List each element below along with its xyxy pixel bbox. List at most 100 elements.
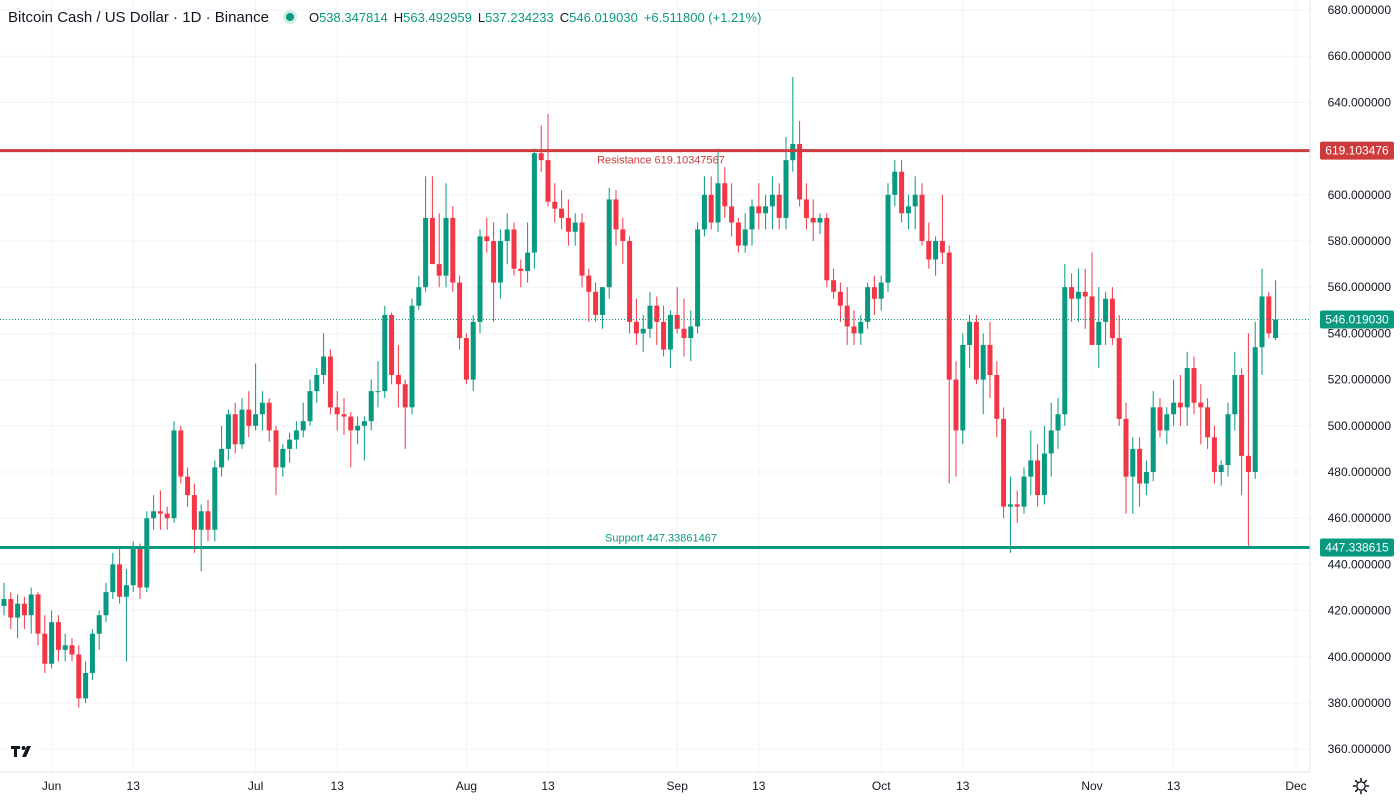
candle-body [21, 603, 27, 616]
candle-body [1007, 504, 1013, 507]
candle-body [518, 268, 524, 272]
time-tick-label: Nov [1081, 779, 1102, 793]
candle-body [178, 430, 184, 477]
candle-body [858, 321, 864, 334]
candle-body [450, 217, 456, 283]
gear-icon[interactable] [1352, 777, 1370, 795]
candle-body [321, 356, 327, 375]
candle-body [225, 414, 231, 449]
candle-body [967, 321, 973, 345]
price-tick-label: 520.000000 [1328, 373, 1392, 387]
candle-body [1130, 448, 1136, 477]
candle-body [1055, 414, 1061, 431]
candle-body [436, 264, 442, 276]
candle-body [137, 548, 143, 588]
market-open-dot-icon [282, 10, 297, 24]
price-tick-label: 360.000000 [1328, 742, 1392, 756]
candle-body [368, 391, 374, 422]
close-label: C [559, 9, 570, 25]
candle-body [926, 241, 932, 260]
price-tick-label: 460.000000 [1328, 511, 1392, 525]
candle-body [953, 379, 959, 431]
candle-body [477, 236, 483, 322]
candle-body [899, 171, 905, 214]
support-price-badge [1320, 538, 1394, 557]
candle-body [1123, 418, 1129, 477]
candle-body [572, 222, 578, 232]
candle-body [1116, 338, 1122, 419]
candle-body [307, 391, 313, 422]
candle-body [933, 241, 939, 260]
price-tick-label: 680.000000 [1328, 3, 1392, 17]
candle-body [688, 326, 694, 339]
candle-body [633, 321, 639, 334]
candle-body [300, 421, 306, 431]
candle-body [293, 430, 299, 440]
close-value: 546.019030 [569, 9, 638, 25]
candle-body [973, 321, 979, 380]
time-axis[interactable]: Jun 13 Jul 13 Aug 13 Sep 13 Oct 13 Nov 13 Dec [0, 771, 1400, 800]
time-tick-label: Sep [667, 779, 689, 793]
candle-body [579, 222, 585, 276]
candle-body [484, 236, 490, 241]
candle-body [191, 495, 197, 530]
candle-body [239, 409, 245, 445]
symbol-title[interactable]: Bitcoin Cash / US Dollar · 1D · Binance [8, 8, 269, 26]
candle-body [1171, 402, 1177, 415]
candle-body [259, 402, 265, 415]
time-axis-bg [0, 772, 1400, 800]
price-tick-label: 660.000000 [1328, 49, 1392, 63]
candle-body [892, 171, 898, 195]
candle-body [1211, 437, 1217, 472]
candle-body [395, 374, 401, 385]
candle-body [1075, 291, 1081, 299]
candle-body [885, 194, 891, 283]
candle-body [457, 282, 463, 339]
candle-body [701, 194, 707, 230]
candle-body [654, 305, 660, 322]
candle-body [205, 511, 211, 530]
time-tick-label: 13 [1167, 779, 1181, 793]
candle-body [960, 344, 966, 431]
candle-body [361, 421, 367, 426]
candle-body [939, 241, 945, 253]
candle-body [491, 241, 497, 283]
candle-body [164, 513, 170, 519]
candle-body [824, 217, 830, 281]
candle-body [735, 222, 741, 246]
candle-body [266, 402, 272, 431]
candle-body [198, 511, 204, 530]
candle-body [1041, 453, 1047, 496]
candle-body [831, 280, 837, 292]
candle-body [817, 217, 823, 223]
price-axis[interactable]: 360.000000 380.000000 400.000000 420.000000… [1309, 0, 1400, 800]
candle-body [96, 615, 102, 634]
candle-body [681, 328, 687, 339]
candle-body [151, 511, 157, 519]
price-tick-label: 580.000000 [1328, 234, 1392, 248]
candle-body [627, 241, 633, 322]
candle-body [661, 321, 667, 350]
candle-body [327, 356, 333, 408]
candle-body [280, 448, 286, 468]
candle-body [599, 287, 605, 315]
candle-body [871, 287, 877, 299]
candle-body [246, 409, 252, 426]
high-value: 563.492959 [403, 9, 472, 25]
price-tick-label: 380.000000 [1328, 696, 1392, 710]
open-value: 538.347814 [319, 9, 388, 25]
candle-body [837, 291, 843, 306]
candle-body [110, 564, 116, 593]
candle-body [545, 160, 551, 202]
candle-body [511, 229, 517, 269]
candle-body [171, 430, 177, 519]
resistance-label: Resistance 619.10347567 [597, 155, 725, 167]
candle-body [586, 275, 592, 292]
candle-body [769, 194, 775, 207]
candle-body [1089, 296, 1095, 345]
change-value: +6.511800 (+1.21%) [643, 9, 762, 25]
candle-body [463, 338, 469, 380]
tradingview-logo-icon[interactable] [8, 738, 38, 764]
candle-body [851, 326, 857, 334]
